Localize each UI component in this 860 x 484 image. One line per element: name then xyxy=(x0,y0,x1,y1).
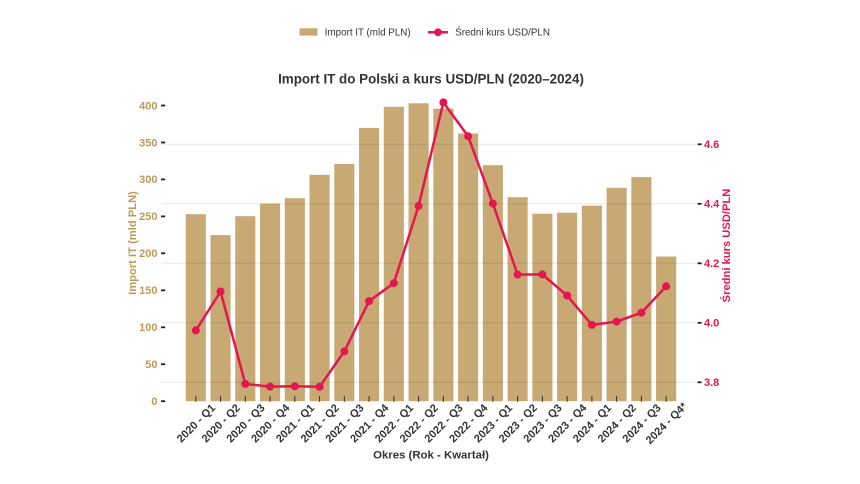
svg-text:Import IT do Polski a kurs USD: Import IT do Polski a kurs USD/PLN (2020… xyxy=(278,71,584,86)
svg-text:250: 250 xyxy=(139,211,157,223)
svg-text:100: 100 xyxy=(139,322,157,334)
svg-text:Okres (Rok - Kwartał): Okres (Rok - Kwartał) xyxy=(373,449,489,461)
svg-text:4.0: 4.0 xyxy=(704,318,719,330)
svg-text:300: 300 xyxy=(139,174,157,186)
svg-text:4.4: 4.4 xyxy=(704,199,720,211)
svg-text:3.8: 3.8 xyxy=(704,377,719,389)
svg-text:50: 50 xyxy=(145,359,157,371)
svg-text:Średni kurs USD/PLN: Średni kurs USD/PLN xyxy=(455,27,550,39)
svg-text:200: 200 xyxy=(139,248,157,260)
svg-text:150: 150 xyxy=(139,285,157,297)
svg-text:4.6: 4.6 xyxy=(704,139,719,151)
svg-text:4.2: 4.2 xyxy=(704,258,719,270)
svg-text:Import IT (mld PLN): Import IT (mld PLN) xyxy=(127,191,139,295)
svg-text:400: 400 xyxy=(139,100,157,112)
svg-text:350: 350 xyxy=(139,137,157,149)
svg-text:Import IT (mld PLN): Import IT (mld PLN) xyxy=(325,28,411,39)
svg-text:0: 0 xyxy=(151,396,157,408)
svg-text:Średni kurs USD/PLN: Średni kurs USD/PLN xyxy=(720,189,733,303)
